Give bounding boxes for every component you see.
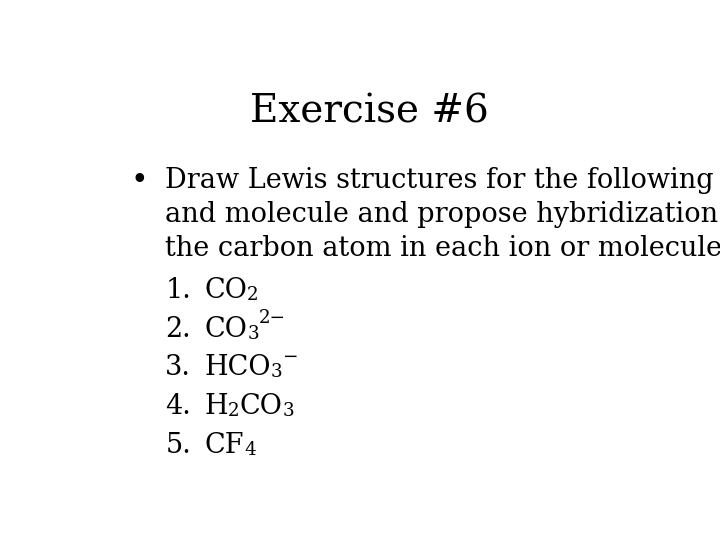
Text: CO: CO (240, 393, 282, 420)
Text: HCO: HCO (204, 354, 271, 381)
Text: the carbon atom in each ion or molecule.: the carbon atom in each ion or molecule. (166, 235, 720, 262)
Text: •: • (130, 167, 148, 195)
Text: CO: CO (204, 277, 247, 304)
Text: Exercise #6: Exercise #6 (250, 94, 488, 131)
Text: H: H (204, 393, 228, 420)
Text: and molecule and propose hybridization on: and molecule and propose hybridization o… (166, 201, 720, 228)
Text: CF: CF (204, 431, 244, 458)
Text: 3: 3 (282, 402, 294, 420)
Text: CO: CO (204, 315, 247, 342)
Text: 2−: 2− (259, 309, 286, 327)
Text: 3: 3 (247, 325, 259, 343)
Text: 3.: 3. (166, 354, 192, 381)
Text: 2: 2 (247, 286, 258, 304)
Text: 4: 4 (244, 441, 256, 458)
Text: 3: 3 (271, 363, 282, 381)
Text: Draw Lewis structures for the following ions: Draw Lewis structures for the following … (166, 167, 720, 194)
Text: 2: 2 (228, 402, 240, 420)
Text: 2.: 2. (166, 315, 191, 342)
Text: 1.: 1. (166, 277, 191, 304)
Text: −: − (282, 348, 298, 366)
Text: 4.: 4. (166, 393, 191, 420)
Text: 5.: 5. (166, 431, 191, 458)
